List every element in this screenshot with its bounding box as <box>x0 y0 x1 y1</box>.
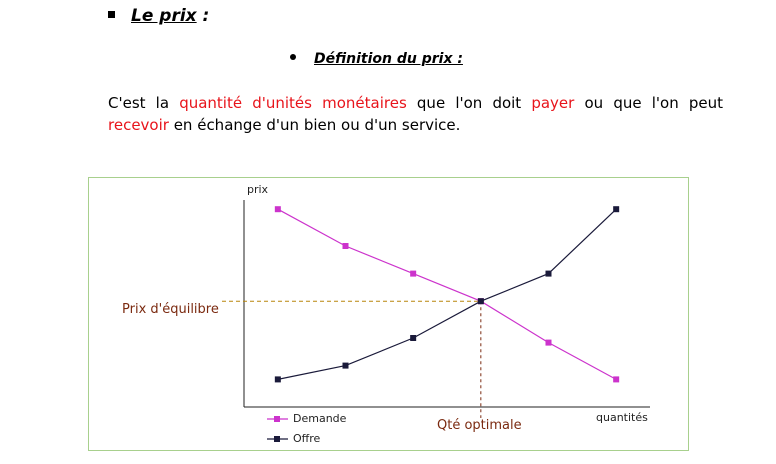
square-bullet-icon <box>108 10 115 18</box>
subsection-title: Définition du prix : <box>314 51 463 67</box>
chart-frame <box>88 177 689 451</box>
section-heading: Le prix : <box>108 6 209 26</box>
series-line-offre <box>277 208 617 380</box>
legend-marker-offre <box>274 436 280 442</box>
series-line-demande <box>277 208 617 380</box>
data-point-offre <box>410 335 417 341</box>
highlight-recevoir: recevoir <box>108 116 169 134</box>
subsection-heading: Définition du prix : <box>290 51 463 67</box>
optimal-quantity-label: Qté optimale <box>437 418 522 433</box>
paragraph-text: en échange d'un bien ou d'un service. <box>168 116 461 134</box>
section-title: Le prix <box>131 6 197 26</box>
data-point-offre <box>545 270 552 277</box>
data-point-demande <box>613 376 620 383</box>
data-point-demande <box>410 270 417 277</box>
paragraph-text: C'est la <box>108 94 180 112</box>
paragraph-text: que l'on doit <box>406 94 532 112</box>
equilibrium-price-label: Prix d'équilibre <box>122 302 219 317</box>
legend-label-offre: Offre <box>293 432 321 445</box>
paragraph-text: ou que l'on peut <box>574 94 723 112</box>
legend-label-demande: Demande <box>293 412 347 425</box>
legend-marker-demande <box>274 416 280 422</box>
data-point-demande <box>274 206 281 213</box>
data-point-offre <box>613 206 620 213</box>
data-point-demande <box>342 243 349 249</box>
section-colon: : <box>196 6 210 26</box>
x-axis-label: quantités <box>596 411 648 424</box>
highlight-payer: payer <box>531 94 575 112</box>
y-axis-label: prix <box>247 183 269 196</box>
highlight-unites-monetaires: quantité d'unités monétaires <box>179 94 407 112</box>
data-point-offre <box>274 376 281 383</box>
round-bullet-icon <box>290 54 296 60</box>
data-point-offre <box>342 362 349 369</box>
data-point-offre <box>477 298 484 305</box>
definition-paragraph: C'est la quantité d'unités monétaires qu… <box>108 92 723 136</box>
data-point-demande <box>545 339 552 346</box>
